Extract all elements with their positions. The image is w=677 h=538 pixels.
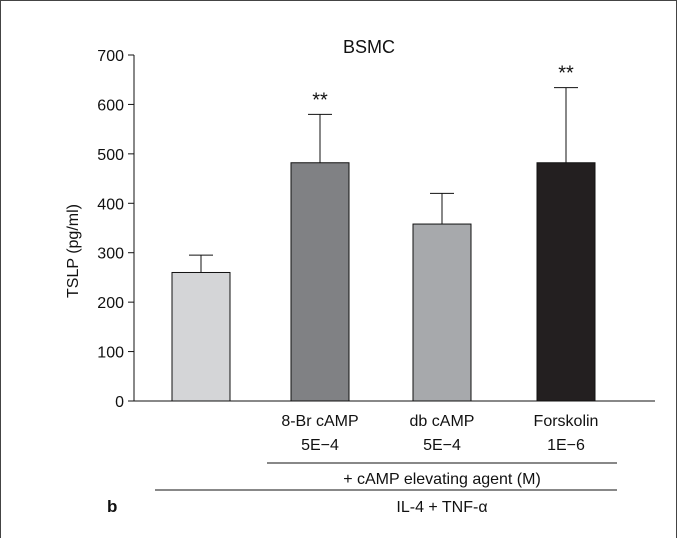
outer-group-label: IL-4 + TNF-α [396,499,487,516]
bar [290,162,350,402]
y-tick-label: 100 [97,345,124,362]
bar [536,162,596,402]
chart-title: BSMC [343,37,395,57]
bar-series: ** ** [171,63,596,402]
category-label: 8-Br cAMP [281,413,358,430]
significance-marker: ** [558,63,574,85]
panel-label: b [107,497,117,516]
y-axis-label: TSLP (pg/ml) [65,204,82,298]
bar [171,271,231,402]
frame-border-left [0,0,1,538]
category-label: db cAMP [410,413,475,430]
frame-border-top [0,0,677,1]
y-tick-label: 200 [97,295,124,312]
category-concentration-label: 1E−6 [547,437,585,454]
y-tick-label: 600 [97,97,124,114]
inner-group-label: + cAMP elevating agent (M) [343,471,541,488]
y-tick-label: 400 [97,196,124,213]
y-tick-label: 300 [97,246,124,263]
y-tick-label: 500 [97,147,124,164]
bar [412,223,472,402]
y-tick-label: 0 [115,394,124,411]
category-labels: 8-Br cAMP 5E−4 db cAMP 5E−4 Forskolin 1E−6 [281,413,598,454]
significance-marker: ** [312,89,328,111]
category-concentration-label: 5E−4 [301,437,339,454]
category-concentration-label: 5E−4 [423,437,461,454]
y-tick-label: 700 [97,48,124,65]
category-label: Forskolin [534,413,599,430]
